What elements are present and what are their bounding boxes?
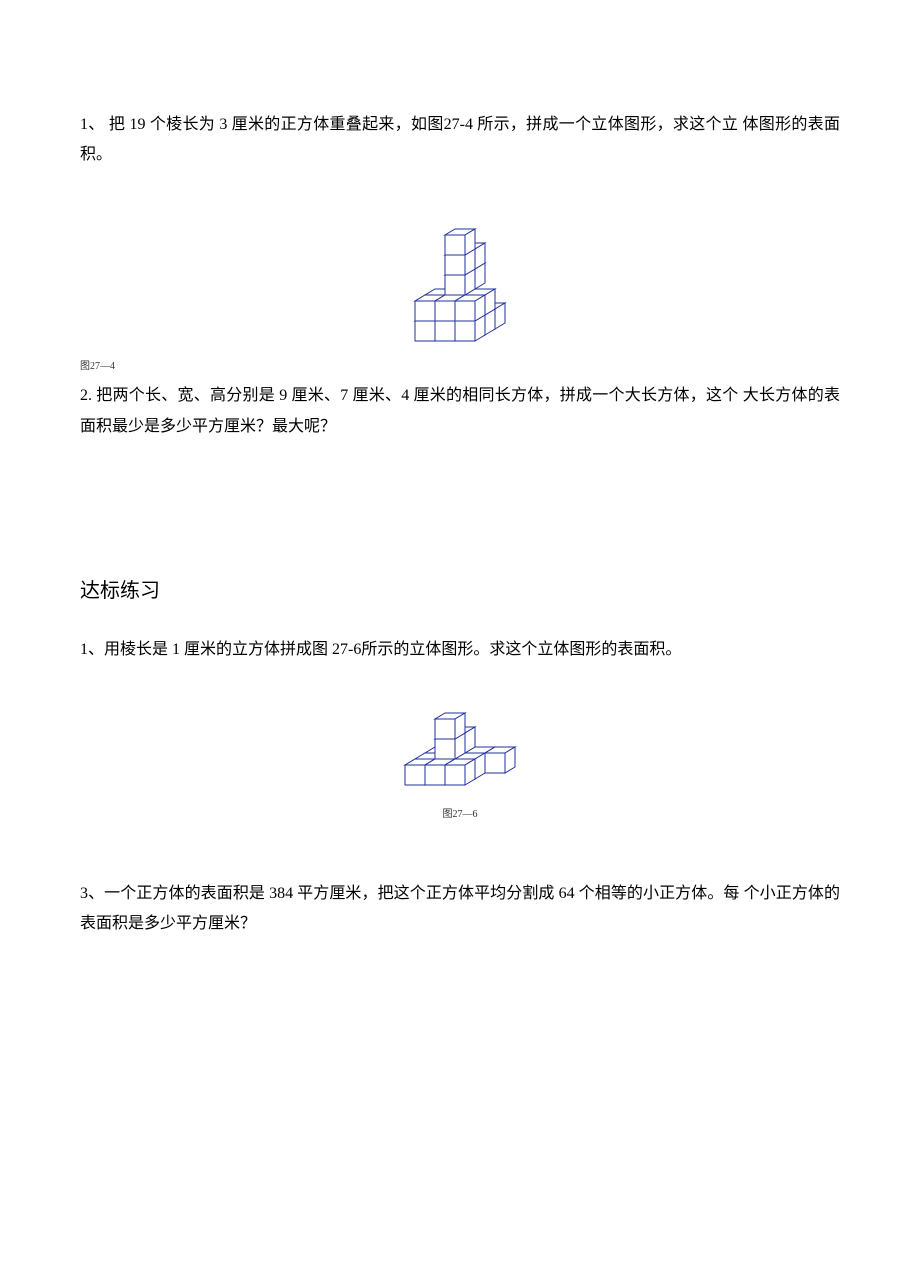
problem-1: 1、 把 19 个棱长为 3 厘米的正方体重叠起来，如图27-4 所示，拼成一个… <box>80 110 840 171</box>
problem-2-text: 2. 把两个长、宽、高分别是 9 厘米、7 厘米、4 厘米的相同长方体，拼成一个… <box>80 387 840 434</box>
problem-3: 1、用棱长是 1 厘米的立方体拼成图 27-6所示的立体图形。求这个立体图形的表… <box>80 635 840 665</box>
problem-4-text: 3、一个正方体的表面积是 384 平方厘米，把这个正方体平均分割成 64 个相等… <box>80 885 840 932</box>
problem-4: 3、一个正方体的表面积是 384 平方厘米，把这个正方体平均分割成 64 个相等… <box>80 879 840 940</box>
problem-3-text: 1、用棱长是 1 厘米的立方体拼成图 27-6所示的立体图形。求这个立体图形的表… <box>80 641 681 658</box>
figure-27-4 <box>390 181 530 351</box>
problem-1-text: 1、 把 19 个棱长为 3 厘米的正方体重叠起来，如图27-4 所示，拼成一个… <box>80 116 840 163</box>
figure-2-label: 图27—6 <box>80 805 840 824</box>
figure-1-container <box>80 181 840 362</box>
figure-2-container: 图27—6 <box>80 675 840 823</box>
section-title: 达标练习 <box>80 572 840 610</box>
problem-2: 2. 把两个长、宽、高分别是 9 厘米、7 厘米、4 厘米的相同长方体，拼成一个… <box>80 381 840 442</box>
figure-27-6 <box>385 675 535 795</box>
